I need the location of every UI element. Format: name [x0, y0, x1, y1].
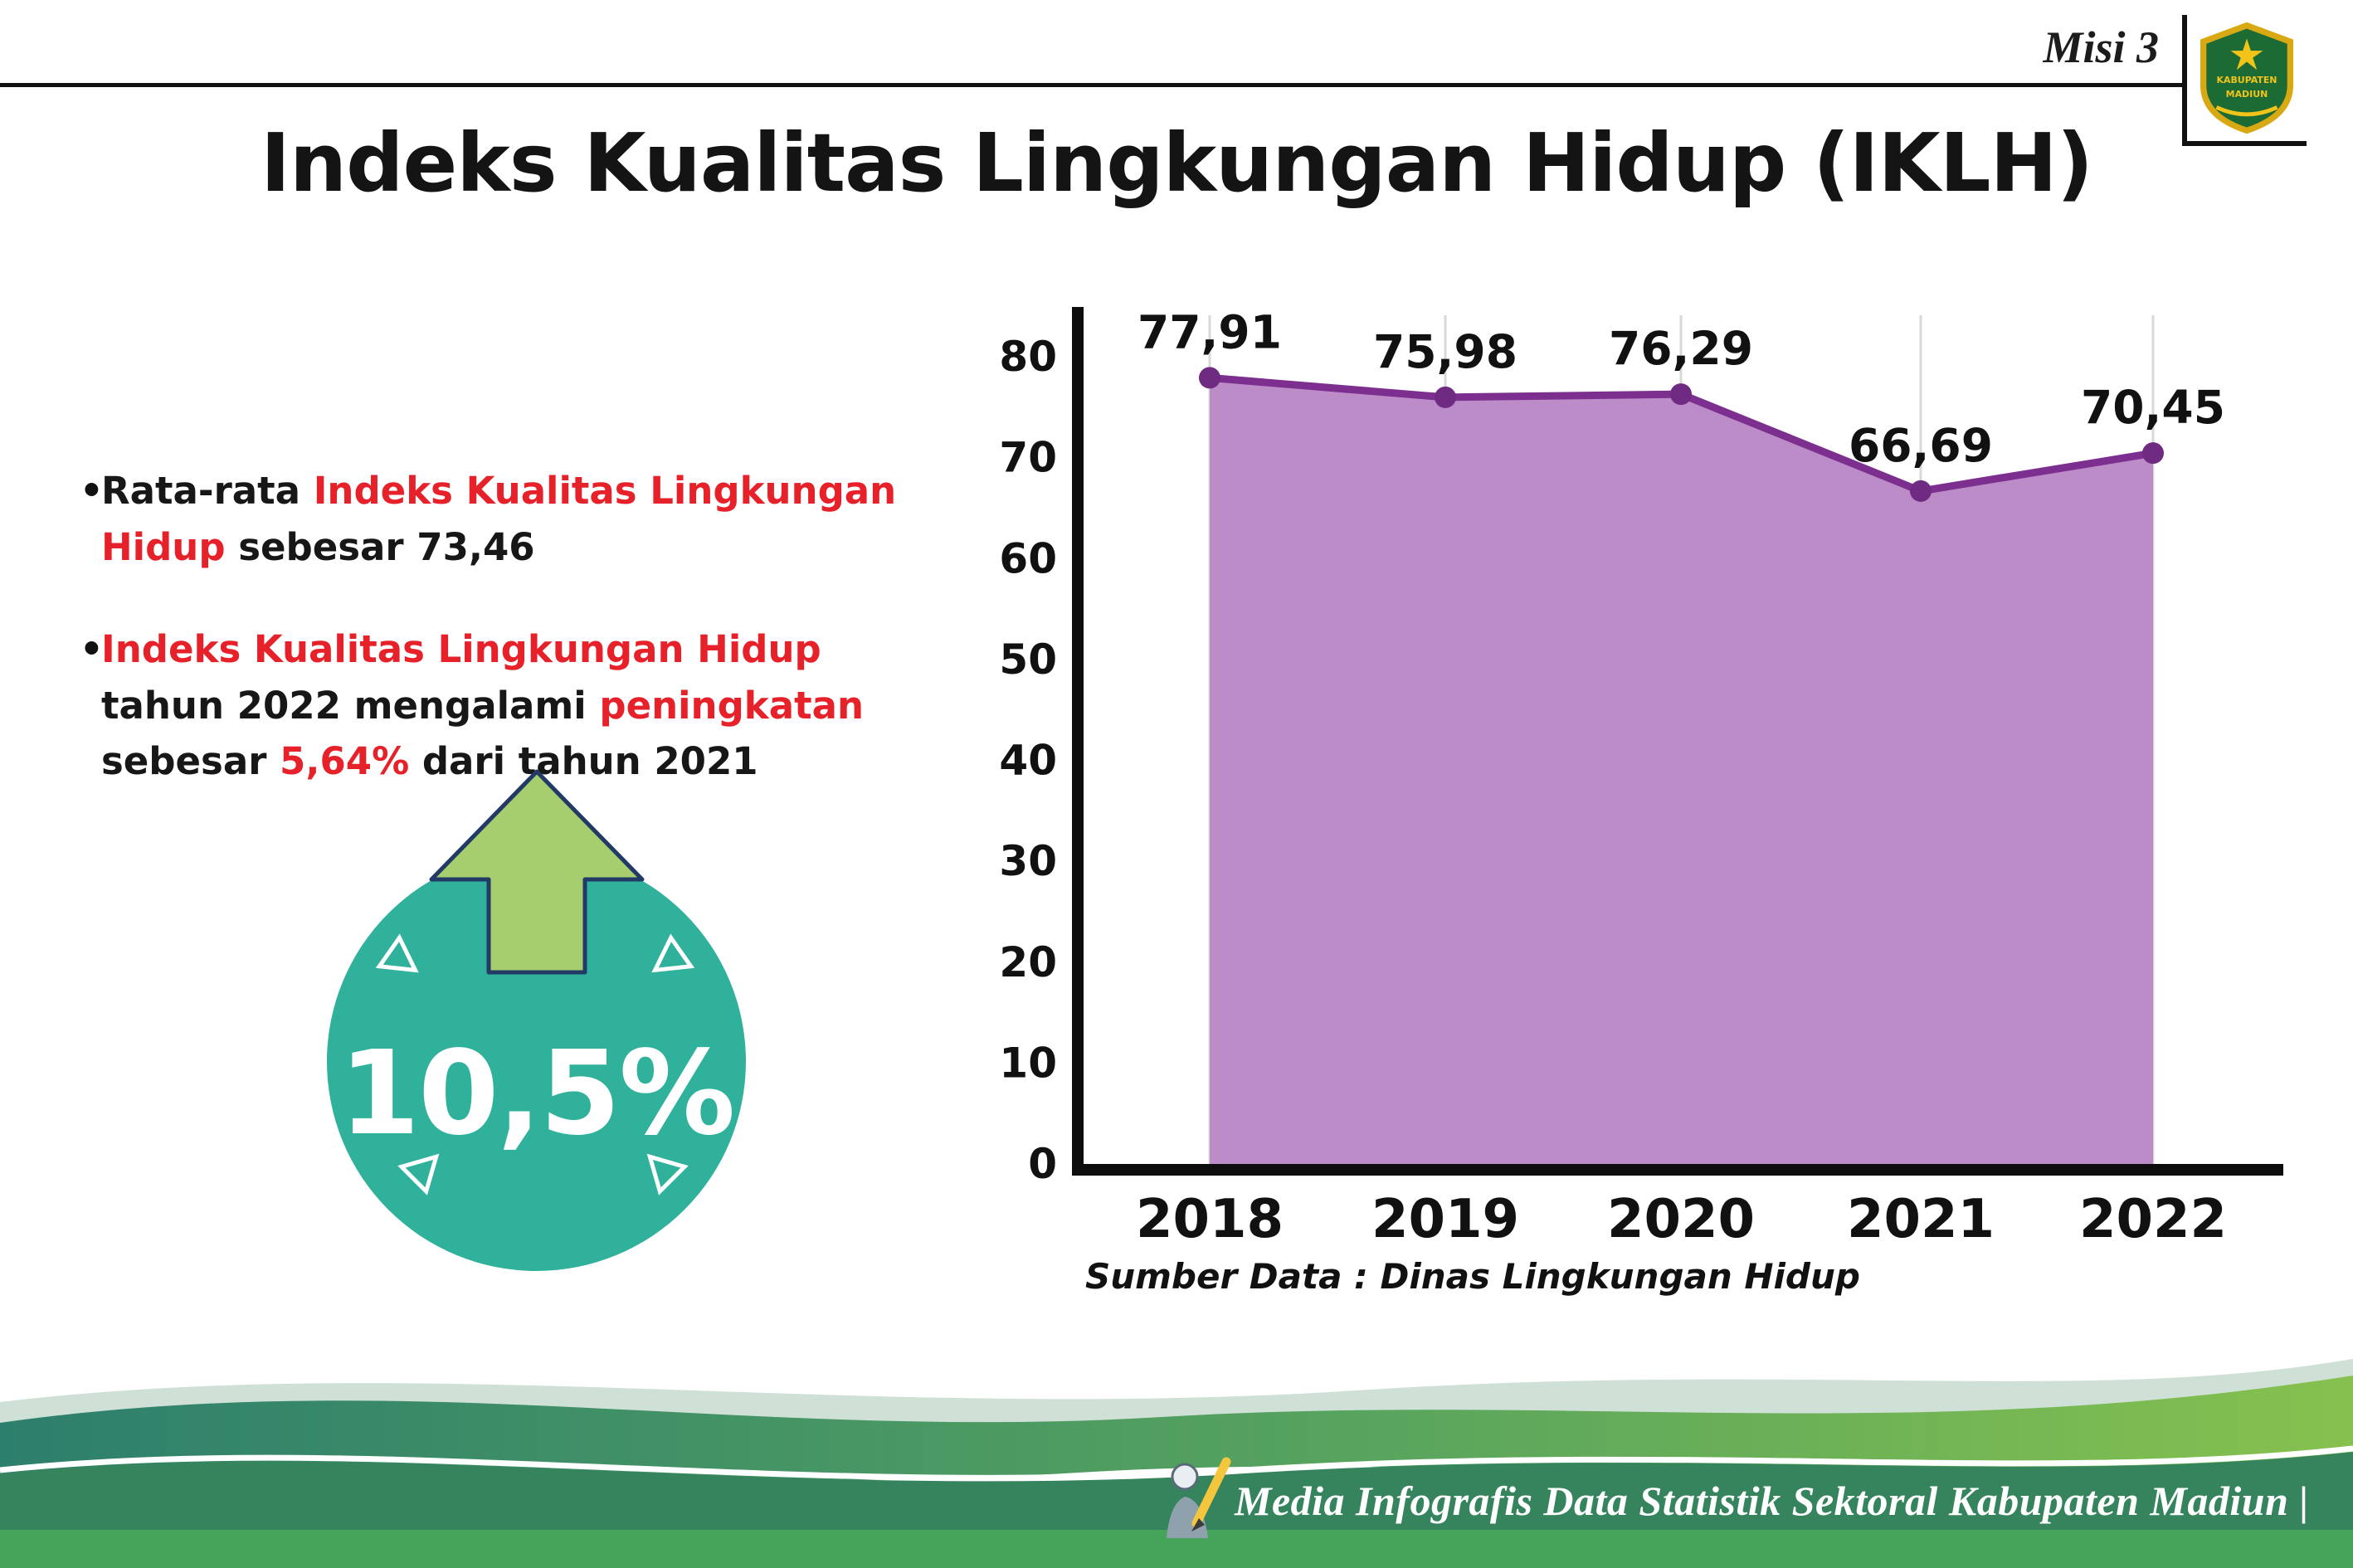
note-text-segment: Indeks Kualitas Lingkungan Hidup — [101, 469, 897, 569]
note-text-segment: peningkatan — [599, 683, 865, 728]
chart-xtick-label: 2020 — [1607, 1189, 1755, 1250]
chart-value-label: 75,98 — [1373, 325, 1518, 378]
chart-ytick-label: 50 — [999, 635, 1057, 684]
logo-shield — [2200, 22, 2294, 134]
logo-star — [2230, 38, 2263, 71]
decor-triangle-icon — [651, 933, 695, 973]
chart-ytick-label: 60 — [999, 534, 1057, 582]
note-text-segment: Rata-rata — [101, 469, 314, 513]
chart-value-label: 66,69 — [1849, 419, 1993, 472]
decor-triangle-icon — [375, 933, 419, 973]
chart-data-point — [1910, 480, 1932, 502]
chart-x-axis — [1072, 1164, 2283, 1176]
note-bullet: Indeks Kualitas Lingkungan Hidup tahun 2… — [80, 621, 938, 790]
chart-y-axis — [1072, 307, 1084, 1176]
mascot-pencil-tip — [1191, 1518, 1205, 1531]
chart-ytick-label: 70 — [999, 434, 1057, 482]
badge-value: 10,5% — [339, 1026, 736, 1161]
chart-ytick-label: 20 — [999, 938, 1057, 986]
footer-caption: Media Infografis Data Statistik Sektoral… — [1235, 1478, 2309, 1524]
chart-ytick-label: 30 — [999, 837, 1057, 885]
badge-decor-triangles — [375, 933, 695, 1195]
misi-label: Misi 3 — [2043, 22, 2159, 72]
chart-xtick-label: 2021 — [1847, 1189, 1995, 1250]
note-text-segment: 5,64% — [280, 739, 410, 783]
chart-ytick-label: 10 — [999, 1039, 1057, 1087]
chart-data-point — [1435, 386, 1456, 408]
logo-banner — [2215, 105, 2278, 117]
notes-list: Rata-rata Indeks Kualitas Lingkungan Hid… — [80, 463, 938, 836]
kabupaten-madiun-logo: KABUPATEN MADIUN — [2200, 22, 2294, 134]
decor-triangle-icon — [646, 1153, 689, 1195]
chart-xtick-label: 2019 — [1371, 1189, 1519, 1250]
up-arrow-shape — [429, 769, 645, 975]
note-text-segment: Indeks Kualitas Lingkungan Hidup — [101, 627, 821, 671]
chart-data-point — [1199, 367, 1220, 389]
logo-text-bottom: MADIUN — [2226, 89, 2268, 100]
chart-data-point — [2142, 442, 2164, 465]
chart-value-label: 70,45 — [2081, 381, 2225, 434]
footer-wave-white-line — [0, 1445, 2353, 1481]
note-text-segment: sebesar 73,46 — [225, 524, 535, 569]
note-bullet: Rata-rata Indeks Kualitas Lingkungan Hid… — [80, 463, 938, 575]
chart-area-fill — [1210, 377, 2153, 1164]
logo-box: KABUPATEN MADIUN — [2182, 15, 2307, 146]
chart-ytick-label: 80 — [999, 333, 1057, 381]
iklh-area-chart: 0 10 20 30 40 50 60 70 80 77,91 75,98 76,29 66,69 70,… — [954, 282, 2353, 1327]
top-divider-rule — [0, 83, 2192, 87]
chart-ytick-label: 0 — [1028, 1140, 1057, 1188]
up-arrow-icon — [429, 769, 645, 975]
chart-canvas: 0 10 20 30 40 50 60 70 80 77,91 75,98 76,29 66,69 70,… — [999, 305, 2283, 1250]
page-title: Indeks Kualitas Lingkungan Hidup (IKLH) — [260, 116, 2093, 210]
chart-value-label: 77,91 — [1138, 305, 1282, 358]
chart-data-point — [1670, 383, 1692, 406]
mascot-icon — [1167, 1457, 1231, 1538]
chart-source-caption: Sumber Data : Dinas Lingkungan Hidup — [1085, 1256, 1860, 1297]
chart-ytick-label: 40 — [999, 737, 1057, 785]
chart-xtick-label: 2018 — [1136, 1189, 1284, 1250]
chart-xtick-label: 2022 — [2079, 1189, 2227, 1250]
logo-text-top: KABUPATEN — [2217, 75, 2277, 85]
chart-value-label: 76,29 — [1609, 322, 1753, 375]
mascot-head — [1171, 1463, 1199, 1491]
note-text-segment: dari tahun 2021 — [409, 739, 758, 783]
note-text-segment: sebesar — [101, 739, 280, 783]
mascot-pencil — [1191, 1457, 1231, 1528]
note-text-segment: tahun 2022 mengalami — [101, 683, 600, 728]
decor-triangle-icon — [397, 1153, 440, 1195]
